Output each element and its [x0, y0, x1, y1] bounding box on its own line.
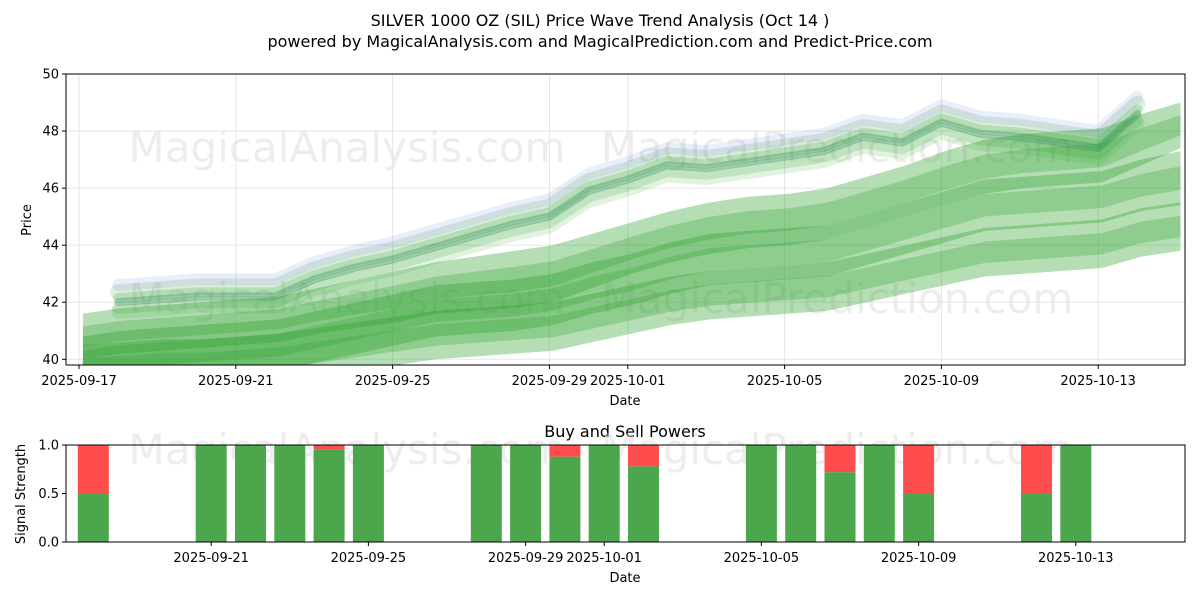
wave-bands — [82, 102, 1181, 365]
sell-bar — [1021, 445, 1052, 494]
buy-bar — [77, 493, 109, 542]
wave-band-core-2 — [82, 166, 1181, 365]
x-tick-label: 2025-10-09 — [904, 374, 980, 389]
y-tick-label: 42 — [42, 296, 59, 311]
wave-band-core-1 — [82, 115, 1181, 347]
main-x-label: Date — [609, 394, 640, 409]
y-tick-label: 50 — [42, 68, 59, 83]
buy-bar — [903, 493, 935, 542]
price-plot: MagicalAnalysis.com MagicalPrediction.com… — [20, 68, 1186, 409]
buy-bar — [863, 445, 895, 542]
price-lines — [110, 90, 1146, 320]
signal-y-tick-label: 1.0 — [38, 439, 59, 454]
x-tick-label: 2025-09-21 — [198, 374, 274, 389]
sell-bar — [77, 445, 109, 494]
buy-bar — [195, 445, 227, 542]
sell-bar — [549, 445, 581, 457]
signal-x-tick-label: 2025-10-05 — [724, 551, 800, 566]
price-line-4 — [112, 113, 1144, 314]
signal-x-tick-label: 2025-10-01 — [566, 551, 642, 566]
signal-x-tick-label: 2025-09-29 — [488, 551, 564, 566]
y-tick-label: 46 — [42, 182, 59, 197]
signal-plot: Buy and Sell Powers MagicalAnalysis.comM… — [14, 422, 1186, 586]
signal-x-tick-label: 2025-09-25 — [331, 551, 407, 566]
price-line-5 — [113, 104, 1143, 303]
buy-bar — [745, 445, 777, 542]
x-tick-label: 2025-10-13 — [1060, 374, 1136, 389]
watermark-text: MagicalAnalysis.com — [129, 274, 566, 323]
signal-x-ticks: 2025-09-21 2025-09-25 2025-09-29 2025-10-01… — [173, 542, 1114, 566]
sell-bar — [628, 445, 659, 467]
x-tick-label: 2025-09-17 — [41, 374, 117, 389]
wave-band-1 — [82, 102, 1181, 360]
watermark-text: MagicalAnalysis.com — [129, 123, 566, 172]
buy-bar — [352, 445, 384, 542]
wave-band-3 — [82, 202, 1181, 365]
buy-bar — [313, 449, 345, 542]
x-tick-label: 2025-10-01 — [590, 374, 666, 389]
signal-bars — [77, 445, 1092, 542]
signal-y-tick-label: 0.0 — [38, 536, 59, 551]
x-tick-label: 2025-09-29 — [512, 374, 588, 389]
main-y-ticks: 40 42 44 46 48 50 — [42, 68, 66, 368]
sell-bar — [824, 445, 856, 473]
buy-bar — [549, 456, 581, 542]
signal-y-tick-label: 0.5 — [38, 487, 59, 502]
main-x-ticks: 2025-09-17 2025-09-21 2025-09-25 2025-09-29… — [41, 365, 1136, 389]
signal-y-label: Signal Strength — [14, 444, 29, 544]
y-tick-label: 40 — [42, 353, 59, 368]
x-tick-label: 2025-10-05 — [747, 374, 823, 389]
signal-x-tick-label: 2025-10-13 — [1038, 551, 1114, 566]
signal-x-label: Date — [609, 571, 640, 586]
signal-y-ticks: 0.0 0.5 1.0 — [38, 439, 66, 551]
price-line-3 — [112, 90, 1144, 292]
chart-title: SILVER 1000 OZ (SIL) Price Wave Trend An… — [371, 11, 830, 30]
buy-bar — [1021, 493, 1052, 542]
buy-bar — [1060, 445, 1092, 542]
buy-bar — [510, 445, 542, 542]
chart-subtitle: powered by MagicalAnalysis.com and Magic… — [267, 32, 932, 51]
wave-band-2 — [82, 151, 1181, 365]
sell-bar — [903, 445, 935, 494]
signal-x-tick-label: 2025-09-21 — [173, 551, 249, 566]
price-line-6 — [114, 109, 1142, 307]
watermark-text: MagicalPrediction.com — [601, 274, 1074, 323]
y-tick-label: 48 — [42, 125, 59, 140]
signal-x-tick-label: 2025-10-09 — [881, 551, 957, 566]
price-line-1 — [110, 95, 1146, 301]
buy-bar — [628, 466, 659, 542]
signal-title: Buy and Sell Powers — [544, 422, 706, 441]
buy-bar — [588, 445, 620, 542]
sell-bar — [313, 445, 345, 450]
main-y-label: Price — [20, 204, 35, 236]
buy-bar — [235, 445, 266, 542]
buy-bar — [785, 445, 817, 542]
buy-bar — [274, 445, 306, 542]
main-axes-frame — [65, 73, 1186, 366]
price-line-2 — [111, 116, 1145, 320]
x-tick-label: 2025-09-25 — [355, 374, 431, 389]
y-tick-label: 44 — [42, 239, 59, 254]
buy-bar — [470, 445, 502, 542]
buy-bar — [824, 472, 856, 542]
